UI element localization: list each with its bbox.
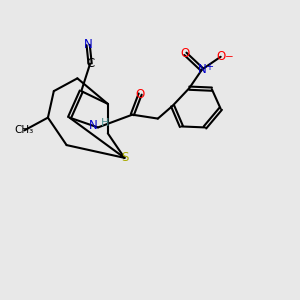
Text: O: O <box>216 50 225 63</box>
Text: O: O <box>181 47 190 60</box>
Text: N: N <box>89 119 98 133</box>
Text: C: C <box>86 57 94 70</box>
Text: H: H <box>101 118 110 128</box>
Text: +: + <box>206 61 213 72</box>
Text: −: − <box>225 52 234 62</box>
Text: N: N <box>198 63 206 76</box>
Text: S: S <box>121 152 128 164</box>
Text: N: N <box>84 38 92 52</box>
Text: O: O <box>136 88 145 100</box>
Text: CH₃: CH₃ <box>15 125 34 135</box>
